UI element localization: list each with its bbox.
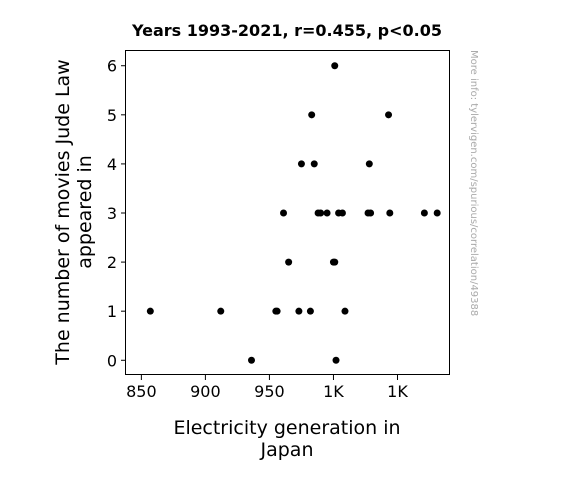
- y-axis-label-line-1: The number of movies Jude Law: [52, 59, 74, 365]
- scatter-points: [146, 62, 441, 364]
- data-point: [217, 307, 225, 315]
- x-axis-label-line-2: Japan: [260, 439, 314, 461]
- data-point: [331, 62, 339, 70]
- y-tick-label: 4: [107, 155, 117, 174]
- data-point: [420, 209, 428, 217]
- data-point: [338, 209, 346, 217]
- x-tick-label: 850: [126, 382, 157, 401]
- data-point: [332, 356, 340, 364]
- x-tick-label: 950: [254, 382, 285, 401]
- x-tick-label: 1K: [323, 382, 344, 401]
- chart-title: Years 1993-2021, r=0.455, p<0.05: [131, 21, 442, 40]
- y-tick-label: 1: [107, 302, 117, 321]
- data-point: [285, 258, 293, 266]
- data-point: [317, 209, 325, 217]
- x-axis-label-line-1: Electricity generation in: [173, 417, 400, 439]
- watermark-text: More info: tylervigen.com/spurious/corre…: [468, 50, 479, 316]
- x-tick-label: 900: [190, 382, 221, 401]
- y-tick-label: 5: [107, 106, 117, 125]
- data-point: [280, 209, 288, 217]
- data-point: [365, 160, 373, 168]
- y-axis-ticks: 0 1 2 3 4 5 6: [107, 57, 126, 370]
- y-tick-label: 0: [107, 351, 117, 370]
- data-point: [297, 160, 305, 168]
- data-point: [385, 111, 393, 119]
- y-axis-label-line-2: appeared in: [74, 155, 96, 269]
- data-point: [146, 307, 154, 315]
- data-point: [295, 307, 303, 315]
- data-point: [273, 307, 281, 315]
- x-axis-ticks: 850 900 950 1K 1K: [126, 375, 408, 401]
- data-point: [341, 307, 349, 315]
- y-tick-label: 6: [107, 57, 117, 76]
- data-point: [323, 209, 331, 217]
- data-point: [433, 209, 441, 217]
- data-point: [310, 160, 318, 168]
- data-point: [248, 356, 256, 364]
- data-point: [331, 258, 339, 266]
- plot-area-frame: [125, 50, 450, 375]
- data-point: [306, 307, 314, 315]
- x-tick-label: 1K: [387, 382, 408, 401]
- y-tick-label: 3: [107, 204, 117, 223]
- data-point: [386, 209, 394, 217]
- data-point: [367, 209, 375, 217]
- y-tick-label: 2: [107, 253, 117, 272]
- data-point: [308, 111, 316, 119]
